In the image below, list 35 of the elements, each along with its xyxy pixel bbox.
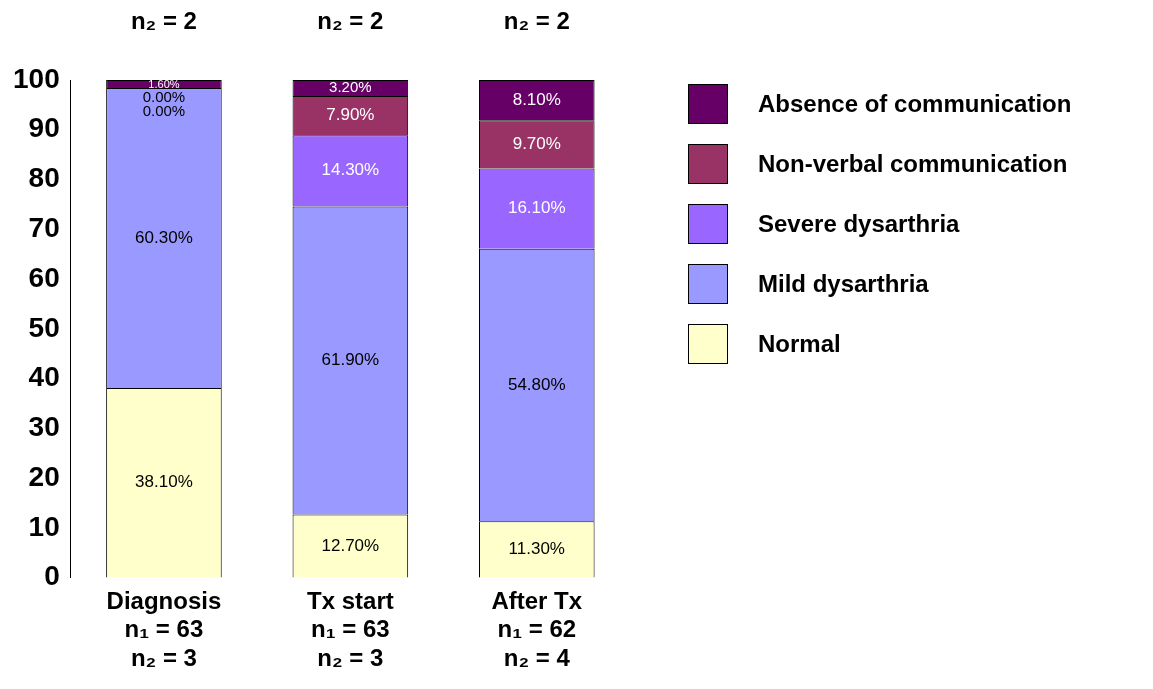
y-tick-label: 90 (28, 112, 60, 144)
data-label: 3.20% (329, 78, 372, 96)
x-tick-label: Tx start n₁ = 63 n₂ = 3 (307, 586, 394, 672)
data-label: 11.30% (508, 539, 565, 559)
data-label: 60.30% (135, 227, 193, 247)
y-tick-label: 60 (28, 261, 60, 293)
y-tick-label: 10 (28, 510, 60, 542)
y-tick-label: 80 (28, 162, 60, 194)
data-label: 54.80% (507, 374, 566, 394)
data-label: 8.10% (512, 89, 561, 109)
data-label: 14.30% (321, 160, 380, 180)
y-tick-label: 30 (28, 411, 60, 443)
legend-label: Normal (758, 330, 841, 358)
legend-label: Absence of communication (758, 90, 1072, 118)
y-tick-label: 20 (28, 460, 60, 492)
y-tick-label: 0 (44, 560, 60, 592)
y-tick-label: 50 (28, 311, 60, 343)
legend-label: Non-verbal communication (758, 150, 1068, 178)
text: n₂ = 2 (317, 6, 384, 34)
data-label: 61.90% (321, 350, 380, 370)
data-label: 7.90% (326, 105, 375, 125)
data-label: 1.60% (148, 78, 180, 91)
legend-label: Mild dysarthria (758, 270, 929, 298)
y-tick-label: 70 (28, 212, 60, 243)
data-label: 12.70% (321, 535, 380, 555)
y-tick-label: 100 (13, 62, 60, 94)
y-tick-label: 40 (28, 361, 60, 393)
text: n₂ = 2 (130, 6, 197, 34)
data-label: 16.10% (507, 198, 566, 218)
legend-label: Severe dysarthria (758, 210, 960, 238)
x-tick-label: After Tx n₁ = 62 n₂ = 4 (491, 586, 583, 672)
data-label: 9.70% (512, 134, 561, 154)
x-tick-label: Diagnosis n₁ = 63 n₂ = 3 (106, 586, 222, 672)
data-label: 38.10% (135, 472, 193, 492)
text: n₂ = 2 (503, 6, 570, 34)
